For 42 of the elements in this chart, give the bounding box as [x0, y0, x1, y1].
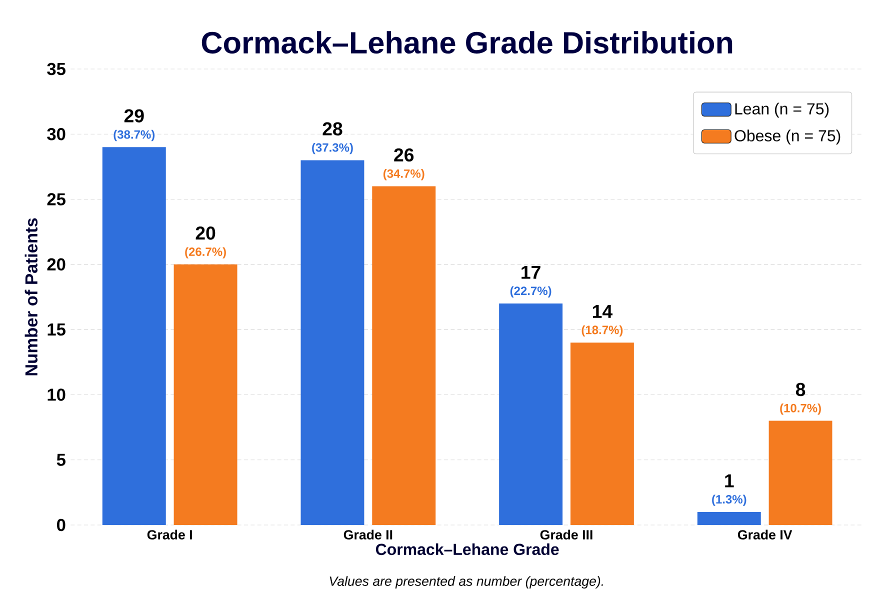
y-tick-label: 15 — [48, 324, 66, 336]
y-tick-label: 25 — [47, 193, 66, 206]
y-tick-label: 5 — [56, 454, 66, 466]
y-tick-label: 0 — [57, 518, 66, 532]
bar — [102, 147, 166, 525]
bar — [372, 186, 436, 525]
text: Values are presented as number (percentage). — [330, 576, 603, 589]
chart-title: Cormack–Lehane Grade Distribution — [202, 31, 732, 54]
annotation: (37.3%) — [312, 142, 353, 154]
annotation: (1.3%) — [712, 494, 746, 506]
annotation: (10.7%) — [780, 404, 821, 415]
annotation: (34.7%) — [383, 169, 424, 180]
bar — [768, 420, 832, 525]
data-label: 14 — [592, 305, 612, 318]
x-tick-label: Grade I — [147, 530, 192, 540]
annotation: (22.7%) — [510, 286, 552, 298]
data-label: 17 — [522, 266, 540, 279]
legend-label: Lean (n = 75) — [735, 102, 829, 118]
legend-label: Obese (n = 75) — [734, 130, 840, 145]
bar — [174, 264, 238, 525]
annotation: (38.7%) — [114, 130, 155, 142]
y-tick-label: 20 — [47, 258, 66, 271]
y-axis-title: Number of Patients — [24, 218, 38, 376]
bar — [697, 512, 761, 525]
x-tick-label: Grade II — [344, 530, 392, 540]
y-tick-label: 35 — [47, 62, 66, 76]
x-tick-label: Grade IV — [738, 530, 792, 540]
bar — [499, 304, 563, 525]
data-label: 20 — [196, 226, 216, 240]
data-label: 28 — [322, 122, 342, 136]
annotation: (18.7%) — [582, 325, 623, 337]
data-label: 29 — [124, 109, 144, 122]
bar — [300, 160, 364, 525]
x-axis-title: Cormack–Lehane Grade — [376, 543, 559, 556]
data-label: 26 — [394, 148, 414, 162]
x-tick-label: Grade III — [540, 530, 592, 540]
data-label: 8 — [796, 382, 806, 396]
annotation: (26.7%) — [185, 247, 226, 258]
data-label: 1 — [725, 474, 734, 488]
y-tick-label: 30 — [47, 128, 66, 140]
bar — [570, 342, 634, 525]
y-tick-label: 10 — [48, 388, 66, 401]
